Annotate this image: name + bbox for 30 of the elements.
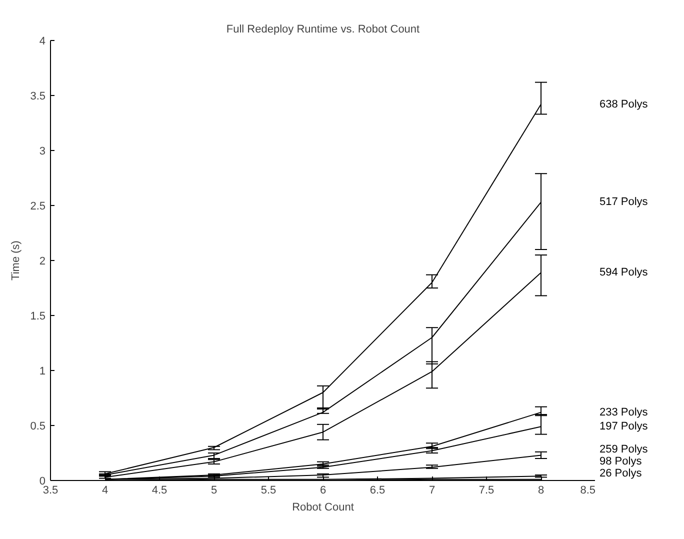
text: 26 Polys	[600, 468, 642, 480]
x-tick-label: 4	[102, 484, 108, 496]
chart-title: Full Redeploy Runtime vs. Robot Count	[226, 24, 420, 36]
x-tick-label: 7.5	[478, 484, 494, 496]
y-tick-label: 2.5	[30, 200, 46, 212]
y-axis-title: Time (s)	[10, 240, 22, 280]
x-tick-label: 5	[210, 484, 218, 496]
y-tick-label: 0.5	[30, 420, 46, 432]
text: 594 Polys	[600, 266, 648, 279]
x-tick-label: 5.5	[260, 484, 276, 496]
text: 197 Polys	[600, 420, 648, 433]
x-tick-label: 6	[320, 484, 326, 496]
x-tick-label: 8.5	[580, 484, 596, 496]
text: 638 Polys	[600, 98, 648, 110]
y-tick-label: 3	[39, 146, 46, 158]
y-tick-label: 1.5	[30, 310, 46, 322]
text: 233 Polys	[600, 406, 648, 418]
x-tick-label: 7	[428, 484, 436, 496]
text: 517 Polys	[600, 196, 648, 208]
text: 98 Polys	[600, 456, 642, 468]
y-tick-label: 1	[39, 366, 46, 378]
x-axis-title: Robot Count	[292, 502, 354, 514]
text: 259 Polys	[600, 444, 648, 456]
x-tick-label: 6.5	[370, 484, 386, 496]
y-tick-label: 2	[39, 256, 46, 268]
x-tick-label: 4.5	[152, 484, 168, 496]
y-tick-label: 0	[39, 476, 46, 488]
y-tick-label: 4	[39, 36, 46, 48]
x-tick-label: 8	[538, 484, 544, 496]
y-tick-label: 3.5	[30, 90, 46, 102]
